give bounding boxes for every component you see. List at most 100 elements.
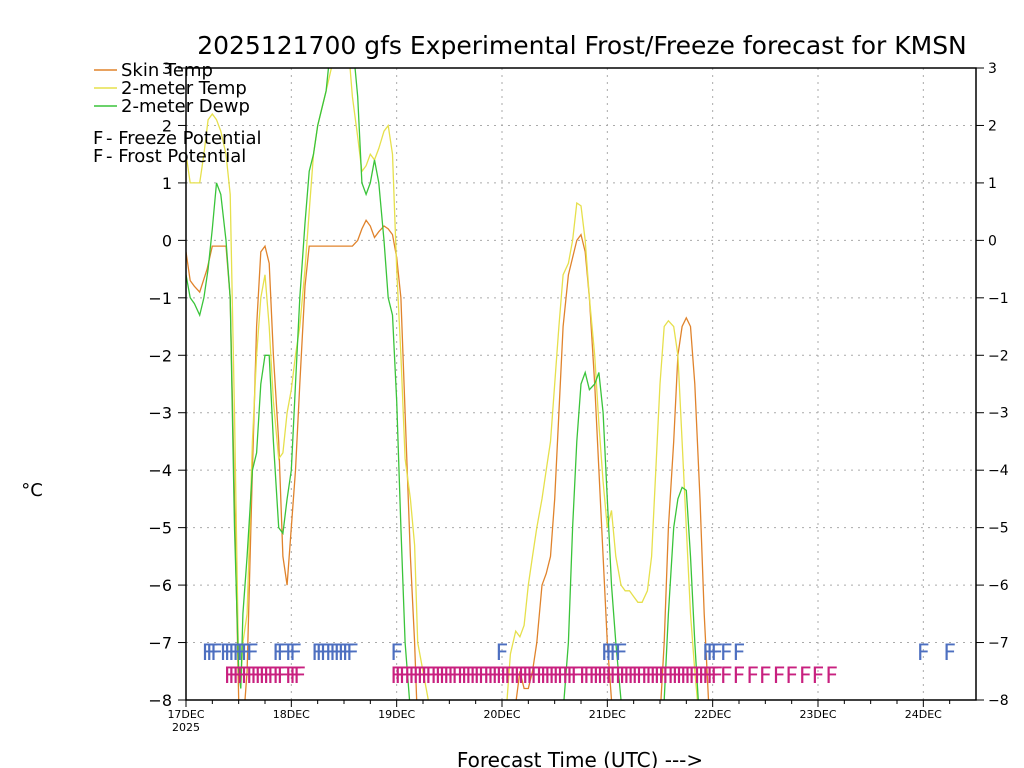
marker-freeze-potential: F xyxy=(570,664,583,689)
marker-freeze-potential: F xyxy=(509,664,522,689)
marker-freeze-potential: F xyxy=(474,664,487,689)
marker-frost-potential: F xyxy=(325,641,338,666)
marker-frost-potential: F xyxy=(311,641,324,666)
y-tick-label: 2 xyxy=(162,116,172,135)
marker-freeze-potential: F xyxy=(733,664,746,689)
chart-title: 2025121700 gfs Experimental Frost/Freeze… xyxy=(197,31,967,60)
marker-freeze-potential: F xyxy=(658,664,671,689)
marker-freeze-potential: F xyxy=(601,664,614,689)
marker-frost-potential: F xyxy=(496,641,509,666)
marker-frost-potential: F xyxy=(206,641,219,666)
marker-freeze-potential: F xyxy=(237,664,250,689)
marker-freeze-potential: F xyxy=(615,664,628,689)
legend-label: - Frost Potential xyxy=(106,146,246,167)
marker-freeze-potential: F xyxy=(588,664,601,689)
marker-freeze-potential: F xyxy=(483,664,496,689)
marker-freeze-potential: F xyxy=(548,664,561,689)
marker-freeze-potential: F xyxy=(720,664,733,689)
legend-label: - Freeze Potential xyxy=(106,128,262,149)
y-tick-label: −5 xyxy=(148,519,172,538)
marker-freeze-potential: F xyxy=(457,664,470,689)
y-tick-label-right: 3 xyxy=(988,61,997,77)
marker-freeze-potential: F xyxy=(500,664,513,689)
y-axis: 3 3 2 2 1 1 0 0 −1 −1 −2 −2 −3 −3 −4 −4 −5 −5 −6 −6 −7 −7 −8 −8 xyxy=(148,59,1008,710)
marker-frost-potential: F xyxy=(289,641,302,666)
y-tick-label-right: −5 xyxy=(988,521,1009,537)
y-tick-label-right: −6 xyxy=(988,578,1009,594)
y-tick-label: −1 xyxy=(148,289,172,308)
marker-freeze-potential: F xyxy=(680,664,693,689)
marker-freeze-potential: F xyxy=(241,664,254,689)
marker-frost-potential: F xyxy=(333,641,346,666)
marker-freeze-potential: F xyxy=(812,664,825,689)
marker-freeze-potential: F xyxy=(491,664,504,689)
marker-freeze-potential: F xyxy=(461,664,474,689)
marker-freeze-potential: F xyxy=(785,664,798,689)
y-tick-label: −4 xyxy=(148,461,172,480)
marker-freeze-potential: F xyxy=(259,664,272,689)
marker-freeze-potential: F xyxy=(711,664,724,689)
y-tick-label-right: 0 xyxy=(988,233,997,249)
marker-frost-potential: F xyxy=(702,641,715,666)
marker-freeze-potential: F xyxy=(662,664,675,689)
marker-frost-potential: F xyxy=(277,641,290,666)
marker-freeze-potential: F xyxy=(246,664,259,689)
marker-freeze-potential: F xyxy=(518,664,531,689)
marker-freeze-potential: F xyxy=(435,664,448,689)
marker-freeze-potential: F xyxy=(773,664,786,689)
marker-freeze-potential: F xyxy=(443,664,456,689)
y-tick-label-right: −8 xyxy=(988,693,1009,709)
marker-frost-potential: F xyxy=(320,641,333,666)
marker-freeze-potential: F xyxy=(694,664,707,689)
marker-freeze-potential: F xyxy=(672,664,685,689)
y-tick-label: 3 xyxy=(162,59,172,78)
marker-freeze-potential: F xyxy=(597,664,610,689)
y-tick-label-right: −4 xyxy=(988,463,1009,479)
x-tick-label: 24DEC xyxy=(905,708,942,721)
marker-freeze-potential: F xyxy=(544,664,557,689)
marker-freeze-potential: F xyxy=(408,664,421,689)
marker-freeze-potential: F xyxy=(465,664,478,689)
x-tick-sublabel: 2025 xyxy=(172,721,200,734)
marker-freeze-potential: F xyxy=(293,664,306,689)
marker-freeze-potential: F xyxy=(619,664,632,689)
marker-freeze-potential: F xyxy=(496,664,509,689)
marker-freeze-potential: F xyxy=(562,664,575,689)
marker-frost-potential: F xyxy=(943,641,956,666)
marker-frost-potential: F xyxy=(220,641,233,666)
marker-freeze-potential: F xyxy=(285,664,298,689)
marker-frost-potential: F xyxy=(605,641,618,666)
marker-freeze-potential: F xyxy=(390,664,403,689)
marker-freeze-potential: F xyxy=(698,664,711,689)
marker-freeze-potential: F xyxy=(430,664,443,689)
y-tick-label: −2 xyxy=(148,346,172,365)
marker-freeze-potential: F xyxy=(272,664,285,689)
marker-freeze-potential: F xyxy=(746,664,759,689)
x-tick-label: 19DEC xyxy=(378,708,415,721)
y-tick-label-right: 2 xyxy=(988,118,997,134)
marker-frost-potential: F xyxy=(720,641,733,666)
x-tick-label: 22DEC xyxy=(694,708,731,721)
marker-freeze-potential: F xyxy=(277,664,290,689)
marker-freeze-potential: F xyxy=(799,664,812,689)
marker-freeze-potential: F xyxy=(224,664,237,689)
y-tick-label-right: 1 xyxy=(988,176,997,192)
y-tick-label-right: −7 xyxy=(988,636,1009,652)
marker-frost-potential: F xyxy=(346,641,359,666)
y-tick-label: 1 xyxy=(162,174,172,193)
marker-frost-potential: F xyxy=(329,641,342,666)
marker-freeze-potential: F xyxy=(825,664,838,689)
marker-freeze-potential: F xyxy=(504,664,517,689)
marker-frost-potential: F xyxy=(228,641,241,666)
marker-freeze-potential: F xyxy=(641,664,654,689)
y-tick-label: −7 xyxy=(148,634,172,653)
marker-freeze-potential: F xyxy=(404,664,417,689)
marker-frost-potential: F xyxy=(210,641,223,666)
marker-frost-potential: F xyxy=(917,641,930,666)
marker-freeze-potential: F xyxy=(676,664,689,689)
marker-frost-potential: F xyxy=(711,641,724,666)
marker-freeze-potential: F xyxy=(478,664,491,689)
